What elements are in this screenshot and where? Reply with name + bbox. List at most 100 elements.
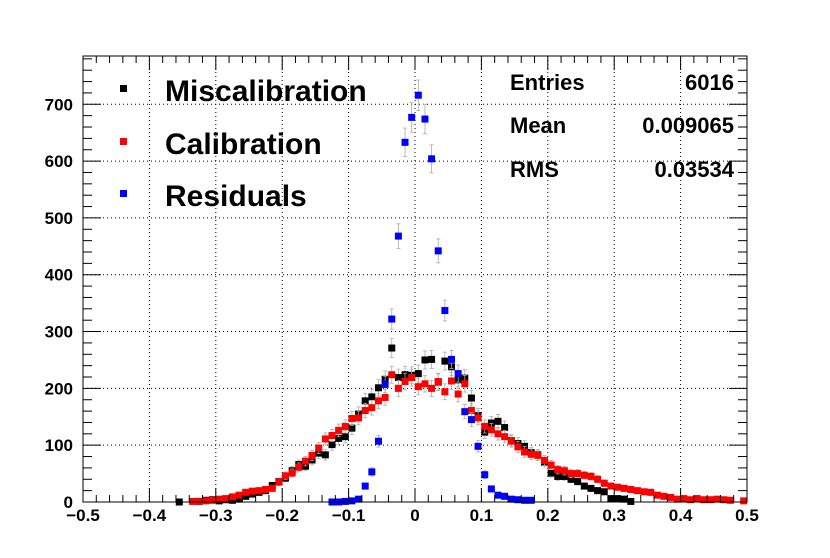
data-point <box>567 475 575 483</box>
stats-entries-value: 6016 <box>685 70 734 95</box>
data-point <box>448 355 456 363</box>
data-point <box>607 482 615 490</box>
data-point <box>355 495 363 503</box>
data-point <box>501 433 509 441</box>
legend-label-residuals: Residuals <box>165 180 307 213</box>
stats-entries-label: Entries <box>510 70 585 95</box>
data-point <box>574 470 582 478</box>
data-point <box>560 467 568 475</box>
data-point <box>374 384 382 392</box>
data-point <box>454 370 462 378</box>
data-point <box>614 483 622 491</box>
data-point <box>620 495 628 503</box>
data-point <box>321 435 329 443</box>
data-point <box>487 426 495 434</box>
y-axis-labels: 0 100 200 300 400 500 600 700 <box>45 95 73 512</box>
data-point <box>527 450 535 458</box>
y-tick-label: 300 <box>45 323 73 342</box>
stats-box: Entries 6016 Mean 0.009065 RMS 0.03534 <box>510 70 735 182</box>
data-point <box>368 468 376 476</box>
data-point <box>627 486 635 494</box>
data-series <box>175 79 748 506</box>
data-point <box>481 471 489 479</box>
data-point <box>374 437 382 445</box>
data-point <box>228 493 236 501</box>
data-point <box>527 496 535 504</box>
data-point <box>315 444 323 452</box>
data-point <box>208 496 216 504</box>
y-tick-label: 100 <box>45 436 73 455</box>
data-point <box>401 378 409 386</box>
data-point <box>355 414 363 422</box>
data-point <box>487 485 495 493</box>
data-point <box>594 487 602 495</box>
data-point <box>341 497 349 505</box>
axis-ticks <box>82 56 748 503</box>
data-point <box>394 384 402 392</box>
legend: Miscalibration Calibration Residuals <box>120 75 367 213</box>
data-point <box>189 497 197 505</box>
data-point <box>521 496 529 504</box>
data-point <box>693 495 701 503</box>
data-point <box>607 495 615 503</box>
stats-mean-value: 0.009065 <box>642 113 734 138</box>
legend-label-miscalibration: Miscalibration <box>165 75 367 108</box>
data-point <box>388 371 396 379</box>
data-point <box>653 491 661 499</box>
series-miscalibration <box>175 338 635 506</box>
y-tick-label: 200 <box>45 379 73 398</box>
data-point <box>368 393 376 401</box>
data-point <box>620 484 628 492</box>
data-point <box>195 497 203 505</box>
data-point <box>421 380 429 388</box>
data-point <box>587 484 595 492</box>
data-point <box>215 495 223 503</box>
data-point <box>501 424 509 432</box>
stats-mean-label: Mean <box>510 113 566 138</box>
data-point <box>268 484 276 492</box>
data-point <box>680 495 688 503</box>
legend-marker-calibration <box>120 138 127 145</box>
data-point <box>295 463 303 471</box>
data-point <box>361 397 369 405</box>
data-point <box>282 472 290 480</box>
data-point <box>414 383 422 391</box>
data-point <box>554 472 562 480</box>
data-point <box>614 495 622 503</box>
data-point <box>434 247 442 255</box>
data-point <box>414 370 422 378</box>
stats-rms-value: 0.03534 <box>654 157 734 182</box>
x-tick-label: −0.5 <box>66 506 100 525</box>
data-point <box>401 138 409 146</box>
data-point <box>308 451 316 459</box>
data-point <box>521 448 529 456</box>
data-point <box>587 472 595 480</box>
data-point <box>301 457 309 465</box>
stats-rms-label: RMS <box>510 157 559 182</box>
data-point <box>461 408 469 416</box>
data-point <box>514 443 522 451</box>
data-point <box>222 495 230 503</box>
data-point <box>381 393 389 401</box>
y-tick-label: 700 <box>45 95 73 114</box>
data-point <box>248 487 256 495</box>
data-point <box>507 495 515 503</box>
data-point <box>600 479 608 487</box>
data-point <box>720 496 728 504</box>
x-tick-label: 0.5 <box>735 506 759 525</box>
x-axis-labels: −0.5 −0.4 −0.3 −0.2 −0.1 0 0.1 0.2 0.3 0.4 0.5 <box>66 506 759 525</box>
legend-marker-miscalibration <box>120 85 127 92</box>
data-point <box>235 491 243 499</box>
data-point <box>341 422 349 430</box>
data-point <box>633 487 641 495</box>
data-point <box>547 469 555 477</box>
data-point <box>361 407 369 415</box>
data-point <box>540 457 548 465</box>
data-point <box>467 394 475 402</box>
data-point <box>441 357 449 365</box>
data-point <box>275 478 283 486</box>
y-tick-label: 400 <box>45 266 73 285</box>
data-point <box>560 472 568 480</box>
data-point <box>235 495 243 503</box>
